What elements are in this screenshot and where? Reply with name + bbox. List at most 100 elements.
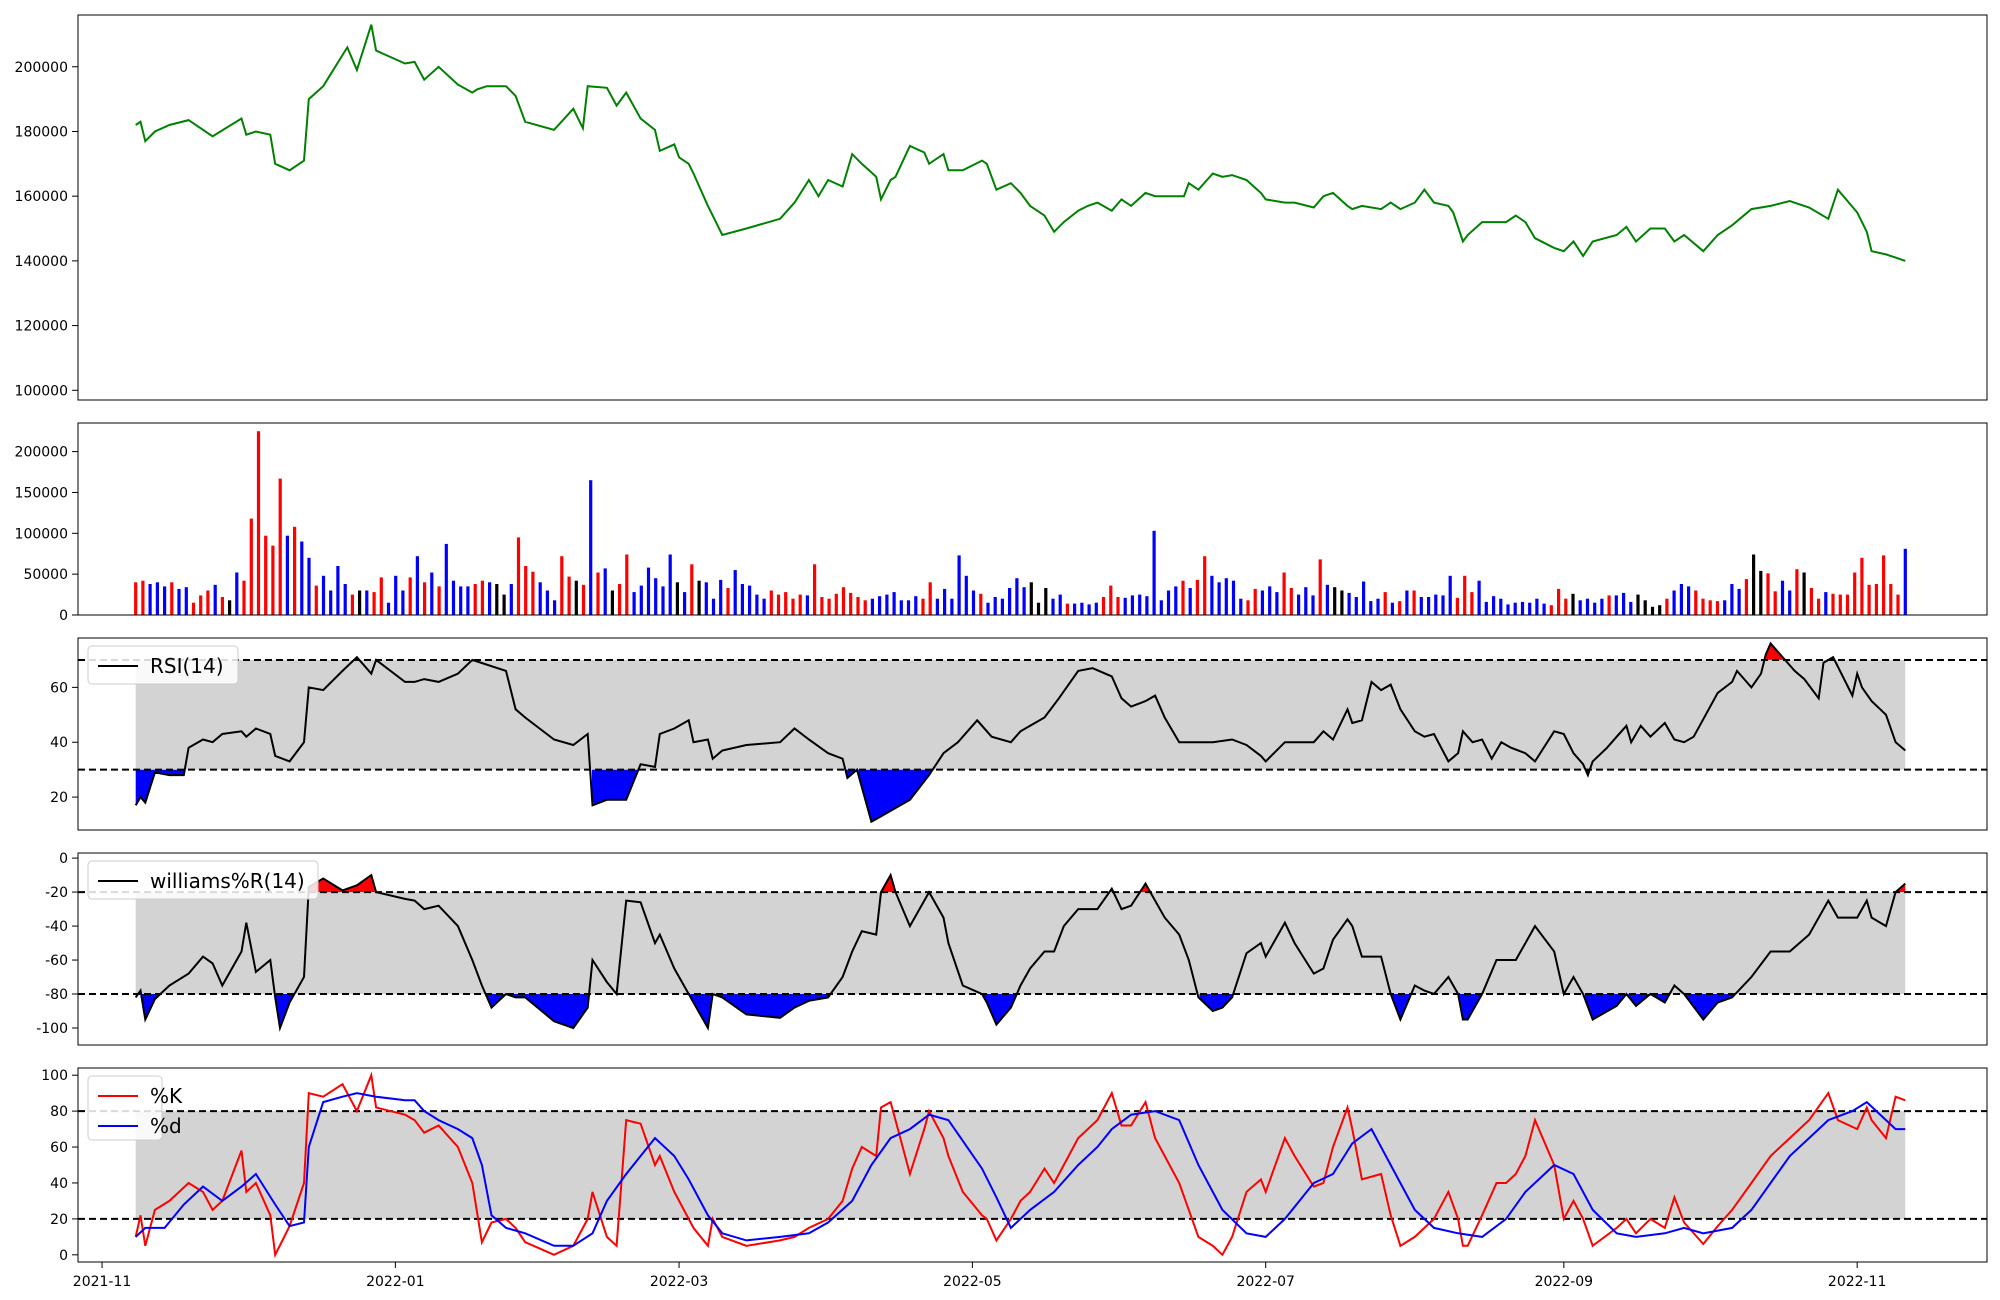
volume-bar <box>1347 592 1351 615</box>
price-ytick-label: 100000 <box>15 383 68 399</box>
volume-bar <box>386 602 391 615</box>
volume-bar <box>950 598 954 615</box>
volume-bar <box>1210 575 1214 615</box>
stochastic-line-d <box>135 1092 1906 1247</box>
volume-bar <box>567 576 571 615</box>
volume-bar <box>1607 595 1611 615</box>
volume-bar <box>293 526 297 615</box>
volume-bar <box>502 594 506 615</box>
volume-bar <box>841 587 846 615</box>
volume-bar <box>1101 597 1106 615</box>
williams-overbought-fill <box>882 875 897 893</box>
volume-bar <box>1369 601 1373 615</box>
volume-bar <box>553 600 557 615</box>
volume-bar <box>235 572 239 615</box>
volume-bar <box>603 568 607 615</box>
volume-bar <box>979 593 983 615</box>
volume-bar <box>350 594 354 615</box>
volume-ytick-label: 100000 <box>15 526 68 542</box>
stochastic-legend-label: %d <box>150 1114 182 1138</box>
volume-bar <box>1557 588 1561 615</box>
volume-bar <box>213 584 217 615</box>
volume-bar <box>134 582 138 615</box>
volume-bar <box>394 575 398 615</box>
volume-bar <box>1492 596 1496 615</box>
volume-bar <box>1253 588 1257 615</box>
volume-bar <box>654 578 658 615</box>
volume-bar <box>632 592 636 615</box>
volume-bar <box>300 541 304 615</box>
volume-bar <box>1903 548 1907 615</box>
volume-bar <box>1593 602 1597 615</box>
volume-bar <box>1008 588 1012 615</box>
rsi-ytick-label: 60 <box>50 680 68 696</box>
volume-bar <box>1318 559 1322 615</box>
volume-bar <box>610 590 614 615</box>
volume-bar <box>1744 579 1748 615</box>
volume-bar <box>256 431 261 615</box>
volume-bar <box>957 555 961 615</box>
volume-bar <box>1629 601 1633 615</box>
volume-bar <box>704 582 708 615</box>
volume-bar <box>1860 557 1864 615</box>
rsi-legend-box <box>87 645 239 685</box>
volume-bar <box>1564 598 1568 615</box>
volume-bar <box>1889 584 1893 615</box>
stochastic-line-k <box>134 1071 1906 1259</box>
volume-bar <box>1455 597 1459 615</box>
volume-bar <box>1535 598 1539 615</box>
volume-bar <box>784 592 788 615</box>
volume-bar <box>1311 595 1315 615</box>
volume-bar <box>1094 602 1098 615</box>
volume-bar <box>885 594 889 615</box>
volume-bar <box>1824 592 1828 615</box>
price-line <box>135 24 1906 262</box>
rsi-ytick-label: 40 <box>50 735 68 751</box>
volume-bar <box>509 584 513 615</box>
volume-bar <box>914 596 918 615</box>
volume-bar <box>1260 590 1264 615</box>
volume-bar <box>1506 604 1510 615</box>
volume-frame <box>77 422 1988 616</box>
volume-bar <box>1130 595 1134 615</box>
volume-bar <box>1376 598 1380 615</box>
volume-bar <box>921 598 925 615</box>
volume-bar <box>1340 590 1344 615</box>
volume-bar <box>538 582 542 615</box>
chart-marks <box>78 24 1987 1259</box>
volume-bar <box>1549 605 1553 615</box>
volume-bar <box>971 590 976 615</box>
price-frame <box>77 14 1988 401</box>
volume-bar <box>321 575 326 615</box>
volume-bar <box>697 580 701 615</box>
volume-bar <box>1325 584 1329 615</box>
volume-bar <box>820 597 824 615</box>
volume-bar <box>177 588 181 615</box>
volume-bar <box>415 556 419 615</box>
volume-bar <box>329 590 333 615</box>
volume-bar <box>928 582 932 615</box>
volume-bar <box>1687 586 1691 615</box>
volume-bar <box>646 567 651 615</box>
volume-bar <box>148 584 152 615</box>
volume-bar <box>1737 588 1741 615</box>
volume-bar <box>1780 580 1785 615</box>
volume-bar <box>307 557 311 615</box>
price-ytick-label: 180000 <box>15 124 68 140</box>
volume-bar <box>163 586 167 615</box>
price-ytick-label: 160000 <box>15 189 68 205</box>
volume-bar <box>1795 569 1799 615</box>
volume-bar <box>856 597 860 615</box>
volume-bar <box>155 582 159 615</box>
williams-oversold-fill <box>1392 994 1412 1019</box>
rsi-ytick-label: 20 <box>50 790 68 806</box>
volume-bar <box>1715 601 1720 615</box>
volume-bar <box>379 577 383 615</box>
williams-ytick-label: -20 <box>45 885 68 901</box>
volume-bar <box>531 571 535 615</box>
volume-bar <box>769 590 773 615</box>
volume-bar <box>1297 594 1301 615</box>
volume-bar <box>1217 582 1221 615</box>
volume-bar <box>278 478 282 615</box>
volume-bar <box>1231 580 1236 615</box>
